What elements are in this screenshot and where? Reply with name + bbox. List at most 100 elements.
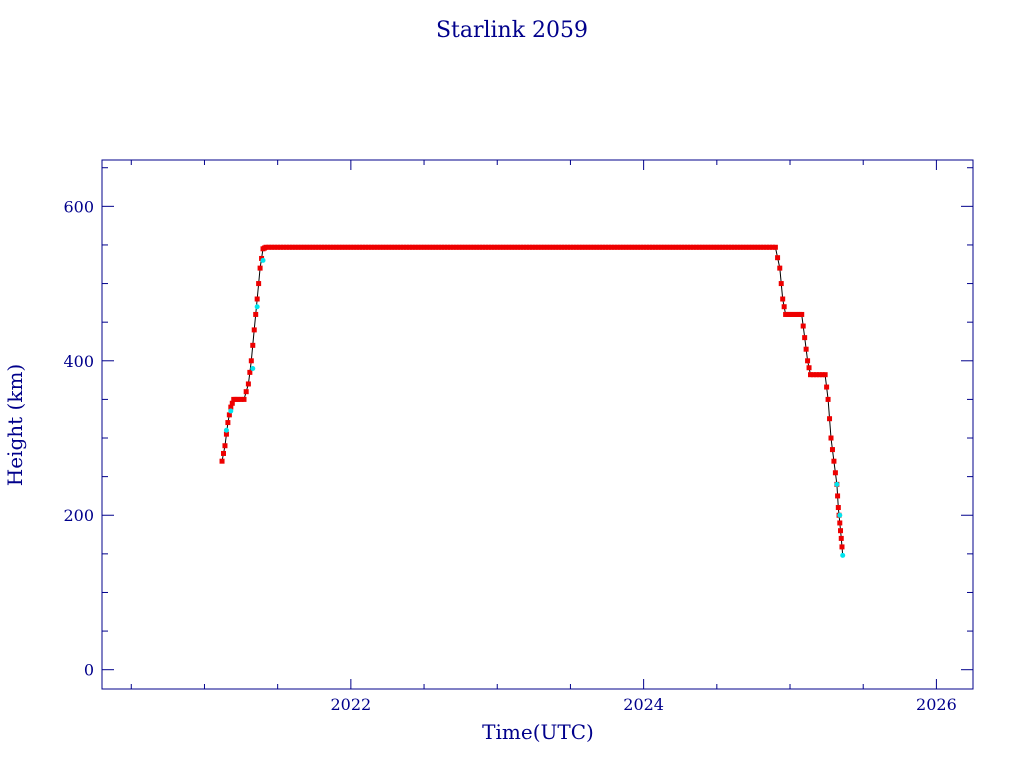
data-point bbox=[354, 244, 360, 250]
data-point bbox=[570, 244, 576, 250]
data-point bbox=[447, 244, 453, 250]
data-point bbox=[313, 244, 319, 250]
data-point bbox=[603, 244, 609, 250]
data-point bbox=[386, 244, 392, 250]
highlight-point bbox=[254, 304, 260, 310]
data-point bbox=[281, 244, 287, 250]
data-point bbox=[816, 372, 822, 378]
data-point bbox=[767, 244, 773, 250]
data-point bbox=[743, 244, 749, 250]
data-point bbox=[608, 244, 614, 250]
data-point bbox=[368, 244, 374, 250]
data-point bbox=[488, 244, 494, 250]
data-point bbox=[752, 244, 758, 250]
data-point bbox=[559, 244, 565, 250]
data-point bbox=[649, 244, 655, 250]
data-point bbox=[582, 244, 588, 250]
data-point bbox=[541, 244, 547, 250]
data-point bbox=[673, 244, 679, 250]
data-point bbox=[617, 244, 623, 250]
data-point bbox=[342, 244, 348, 250]
data-point bbox=[465, 244, 471, 250]
data-point bbox=[611, 244, 617, 250]
data-point bbox=[824, 384, 830, 390]
data-point bbox=[471, 244, 477, 250]
data-point bbox=[676, 244, 682, 250]
data-point bbox=[509, 244, 515, 250]
data-point bbox=[241, 396, 247, 402]
data-point bbox=[439, 244, 445, 250]
data-point bbox=[734, 244, 740, 250]
data-point bbox=[474, 244, 480, 250]
highlight-point bbox=[840, 552, 846, 558]
data-point bbox=[588, 244, 594, 250]
data-point bbox=[576, 244, 582, 250]
data-point bbox=[521, 244, 527, 250]
data-point bbox=[512, 244, 518, 250]
data-point bbox=[221, 450, 227, 456]
data-point bbox=[755, 244, 761, 250]
data-point bbox=[357, 244, 363, 250]
data-point bbox=[526, 244, 532, 250]
data-point bbox=[562, 244, 568, 250]
data-point bbox=[731, 244, 737, 250]
data-point bbox=[802, 335, 808, 341]
data-point bbox=[453, 244, 459, 250]
data-point bbox=[658, 244, 664, 250]
data-point bbox=[799, 311, 805, 317]
data-point bbox=[500, 244, 506, 250]
data-point bbox=[524, 244, 530, 250]
data-point bbox=[462, 244, 468, 250]
data-point bbox=[682, 244, 688, 250]
data-point bbox=[696, 244, 702, 250]
data-point bbox=[605, 244, 611, 250]
data-point bbox=[623, 244, 629, 250]
data-point bbox=[506, 244, 512, 250]
data-point bbox=[289, 244, 295, 250]
data-point bbox=[316, 244, 322, 250]
data-point bbox=[444, 244, 450, 250]
chart-title: Starlink 2059 bbox=[436, 18, 588, 43]
data-point bbox=[670, 244, 676, 250]
x-tick-label: 2026 bbox=[916, 695, 957, 714]
data-point bbox=[532, 244, 538, 250]
data-point bbox=[228, 404, 234, 410]
data-point bbox=[565, 244, 571, 250]
data-point bbox=[764, 244, 770, 250]
data-point bbox=[667, 244, 673, 250]
data-point bbox=[409, 244, 415, 250]
data-point bbox=[256, 281, 262, 287]
data-point bbox=[781, 304, 787, 310]
data-point bbox=[746, 244, 752, 250]
data-point bbox=[597, 244, 603, 250]
y-tick-label: 600 bbox=[63, 197, 94, 216]
data-point bbox=[365, 244, 371, 250]
data-point bbox=[515, 244, 521, 250]
data-point bbox=[263, 244, 269, 250]
data-point bbox=[477, 244, 483, 250]
data-point bbox=[254, 296, 260, 302]
data-point bbox=[831, 458, 837, 464]
data-point bbox=[286, 244, 292, 250]
data-point bbox=[459, 244, 465, 250]
data-point bbox=[483, 244, 489, 250]
data-point bbox=[480, 244, 486, 250]
data-point bbox=[838, 528, 844, 534]
data-point bbox=[780, 296, 786, 302]
data-point bbox=[292, 244, 298, 250]
data-point bbox=[714, 244, 720, 250]
data-point bbox=[360, 244, 366, 250]
x-tick-label: 2024 bbox=[623, 695, 664, 714]
data-point bbox=[550, 244, 556, 250]
data-point bbox=[295, 244, 301, 250]
data-point bbox=[723, 244, 729, 250]
data-point bbox=[433, 244, 439, 250]
data-point bbox=[626, 244, 632, 250]
highlight-point bbox=[228, 408, 234, 414]
data-points bbox=[219, 244, 845, 550]
data-point bbox=[436, 244, 442, 250]
data-point bbox=[685, 244, 691, 250]
axis-ticks bbox=[102, 160, 973, 689]
series-line bbox=[221, 246, 844, 556]
